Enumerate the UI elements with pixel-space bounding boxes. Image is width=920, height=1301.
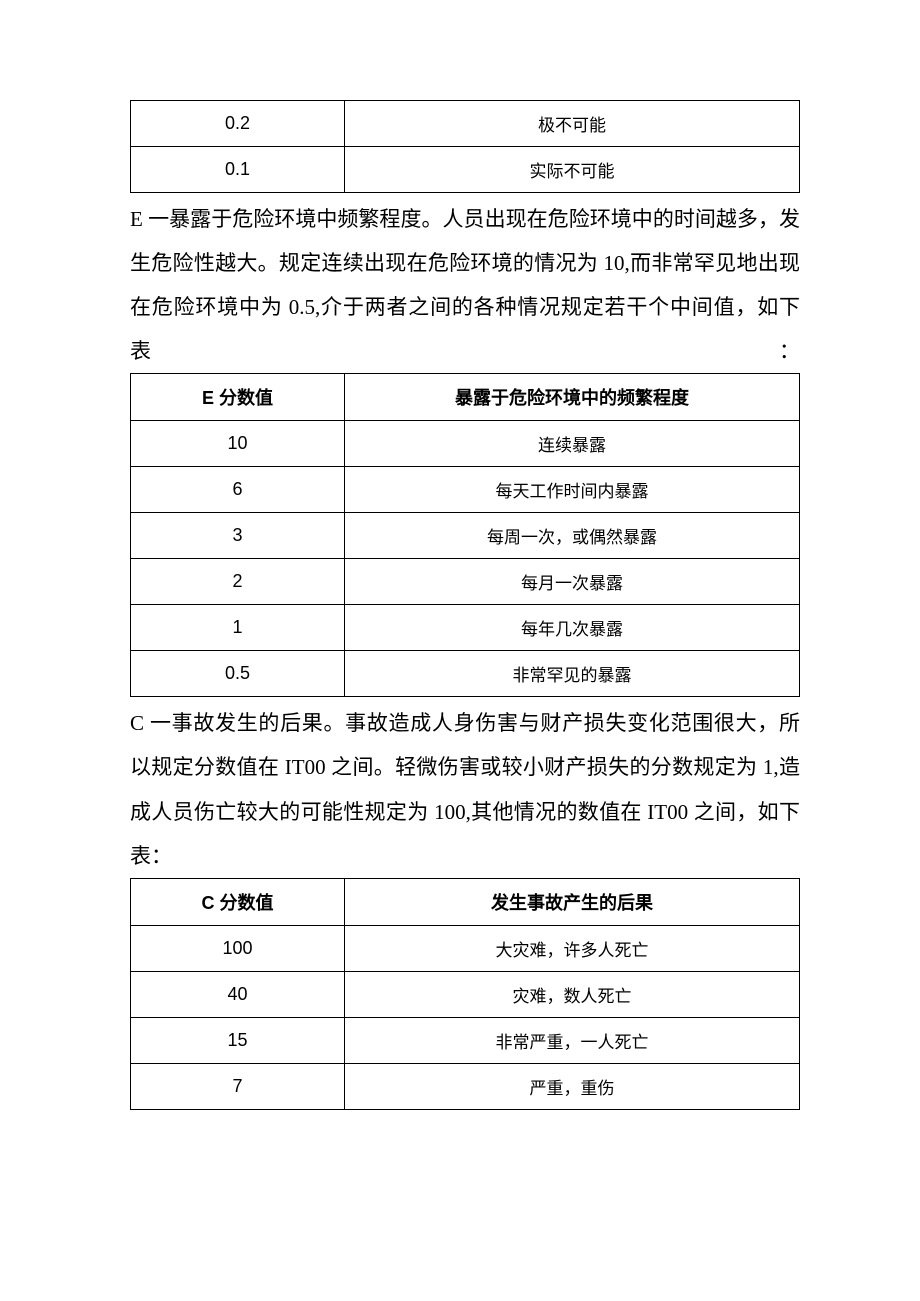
value-cell: 6 bbox=[131, 467, 345, 513]
value-cell: 10 bbox=[131, 421, 345, 467]
header-e-desc: 暴露于危险环境中的频繁程度 bbox=[345, 374, 800, 421]
probability-table-partial: 0.2 极不可能 0.1 实际不可能 bbox=[130, 100, 800, 193]
header-c-desc: 发生事故产生的后果 bbox=[345, 878, 800, 925]
desc-cell: 严重，重伤 bbox=[345, 1063, 800, 1109]
table-row: 15 非常严重，一人死亡 bbox=[131, 1017, 800, 1063]
table-header-row: C 分数值 发生事故产生的后果 bbox=[131, 878, 800, 925]
desc-cell: 大灾难，许多人死亡 bbox=[345, 925, 800, 971]
table-row: 0.1 实际不可能 bbox=[131, 147, 800, 193]
table-row: 7 严重，重伤 bbox=[131, 1063, 800, 1109]
value-cell: 7 bbox=[131, 1063, 345, 1109]
paragraph-e-description: E 一暴露于危险环境中频繁程度。人员出现在危险环境中的时间越多，发生危险性越大。… bbox=[130, 197, 800, 373]
table-row: 0.5 非常罕见的暴露 bbox=[131, 651, 800, 697]
value-cell: 3 bbox=[131, 513, 345, 559]
value-cell: 15 bbox=[131, 1017, 345, 1063]
desc-cell: 灾难，数人死亡 bbox=[345, 971, 800, 1017]
header-e-value: E 分数值 bbox=[131, 374, 345, 421]
table-header-row: E 分数值 暴露于危险环境中的频繁程度 bbox=[131, 374, 800, 421]
desc-cell: 每天工作时间内暴露 bbox=[345, 467, 800, 513]
desc-cell: 实际不可能 bbox=[345, 147, 800, 193]
table-row: 6 每天工作时间内暴露 bbox=[131, 467, 800, 513]
value-cell: 0.1 bbox=[131, 147, 345, 193]
desc-cell: 极不可能 bbox=[345, 101, 800, 147]
value-cell: 100 bbox=[131, 925, 345, 971]
desc-cell: 每年几次暴露 bbox=[345, 605, 800, 651]
table-row: 40 灾难，数人死亡 bbox=[131, 971, 800, 1017]
desc-cell: 连续暴露 bbox=[345, 421, 800, 467]
value-cell: 1 bbox=[131, 605, 345, 651]
value-cell: 40 bbox=[131, 971, 345, 1017]
header-c-value: C 分数值 bbox=[131, 878, 345, 925]
value-cell: 0.2 bbox=[131, 101, 345, 147]
table-row: 0.2 极不可能 bbox=[131, 101, 800, 147]
consequence-table: C 分数值 发生事故产生的后果 100 大灾难，许多人死亡 40 灾难，数人死亡… bbox=[130, 878, 800, 1110]
table-row: 10 连续暴露 bbox=[131, 421, 800, 467]
table-row: 2 每月一次暴露 bbox=[131, 559, 800, 605]
paragraph-c-description: C 一事故发生的后果。事故造成人身伤害与财产损失变化范围很大，所以规定分数值在 … bbox=[130, 701, 800, 877]
desc-cell: 每月一次暴露 bbox=[345, 559, 800, 605]
desc-cell: 非常严重，一人死亡 bbox=[345, 1017, 800, 1063]
table-row: 3 每周一次，或偶然暴露 bbox=[131, 513, 800, 559]
desc-cell: 非常罕见的暴露 bbox=[345, 651, 800, 697]
table-row: 100 大灾难，许多人死亡 bbox=[131, 925, 800, 971]
desc-cell: 每周一次，或偶然暴露 bbox=[345, 513, 800, 559]
value-cell: 2 bbox=[131, 559, 345, 605]
table-row: 1 每年几次暴露 bbox=[131, 605, 800, 651]
exposure-frequency-table: E 分数值 暴露于危险环境中的频繁程度 10 连续暴露 6 每天工作时间内暴露 … bbox=[130, 373, 800, 697]
value-cell: 0.5 bbox=[131, 651, 345, 697]
